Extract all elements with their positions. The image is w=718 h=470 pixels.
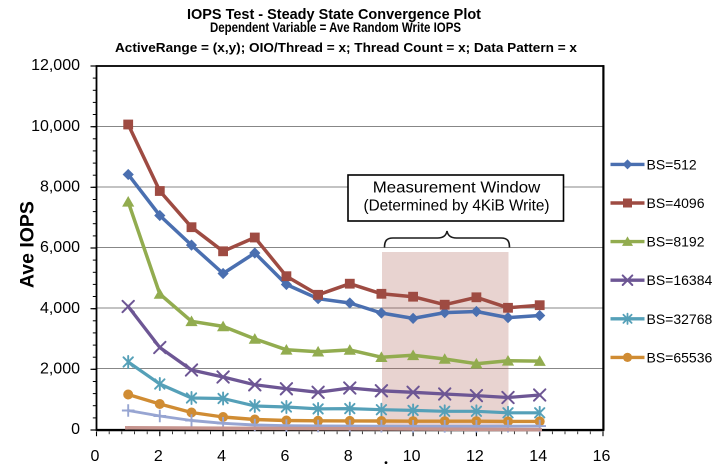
svg-text:6: 6 <box>280 448 289 465</box>
svg-text:4,000: 4,000 <box>40 300 80 317</box>
svg-text:10,000: 10,000 <box>31 118 80 135</box>
svg-text:4: 4 <box>217 448 226 465</box>
svg-text:BS=8192: BS=8192 <box>647 234 705 250</box>
svg-text:12: 12 <box>466 448 484 465</box>
svg-text:BS=4096: BS=4096 <box>647 195 705 211</box>
svg-text:ActiveRange = (x,y); OIO/Threa: ActiveRange = (x,y); OIO/Thread = x; Thr… <box>115 41 577 55</box>
svg-text:16: 16 <box>593 448 611 465</box>
svg-text:6,000: 6,000 <box>40 239 80 256</box>
svg-text:BS=65536: BS=65536 <box>647 349 713 365</box>
svg-text:Ave IOPS: Ave IOPS <box>17 201 39 288</box>
svg-text:Dependent Variable = Ave Rando: Dependent Variable = Ave Random Write IO… <box>210 20 461 35</box>
svg-text:BS=16384: BS=16384 <box>647 272 713 288</box>
svg-text:BS=32768: BS=32768 <box>647 311 713 327</box>
svg-text:IOPS Test - Steady State Conve: IOPS Test - Steady State Convergence Plo… <box>187 6 481 23</box>
svg-text:0: 0 <box>71 421 80 438</box>
svg-text:2,000: 2,000 <box>40 361 80 378</box>
svg-text:8,000: 8,000 <box>40 179 80 196</box>
svg-text:(Determined by 4KiB Write): (Determined by 4KiB Write) <box>364 198 550 215</box>
svg-text:0: 0 <box>91 448 100 465</box>
svg-text:Measurement Window: Measurement Window <box>373 180 541 197</box>
svg-text:BS=512: BS=512 <box>647 156 697 172</box>
svg-text:12,000: 12,000 <box>31 57 80 74</box>
svg-text:14: 14 <box>529 448 547 465</box>
svg-text:10: 10 <box>403 448 421 465</box>
svg-text:8: 8 <box>344 448 353 465</box>
svg-text:2: 2 <box>154 448 163 465</box>
